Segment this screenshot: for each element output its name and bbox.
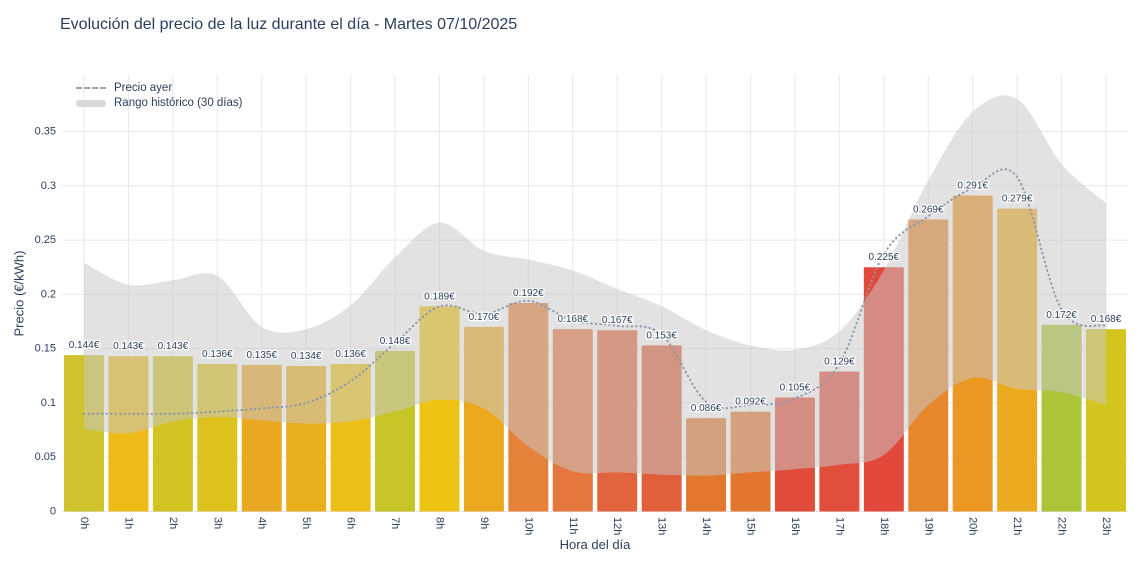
x-tick-label-18h: 18h xyxy=(878,517,890,535)
chart-title: Evolución del precio de la luz durante e… xyxy=(60,16,518,33)
bar-value-label: 0.279€ xyxy=(1002,194,1033,205)
x-tick-label-0h: 0h xyxy=(78,517,90,529)
x-tick-label-3h: 3h xyxy=(211,517,223,529)
x-tick-label-22h: 22h xyxy=(1056,517,1068,535)
bar-value-label: 0.136€ xyxy=(202,349,233,360)
bar-value-label: 0.167€ xyxy=(602,315,633,326)
x-tick-label-16h: 16h xyxy=(789,517,801,535)
x-tick-label-15h: 15h xyxy=(745,517,757,535)
y-tick-label-0.15: 0.15 xyxy=(35,343,56,355)
x-axis-title: Hora del día xyxy=(559,537,631,552)
x-tick-label-10h: 10h xyxy=(522,517,534,535)
y-tick-label-0: 0 xyxy=(50,506,56,518)
y-axis-title: Precio (€/kWh) xyxy=(11,250,27,337)
bar-value-label: 0.148€ xyxy=(380,336,411,347)
legend: Precio ayer Rango histórico (30 días) xyxy=(76,82,242,109)
x-tick-label-21h: 21h xyxy=(1011,517,1023,535)
bar-value-label: 0.168€ xyxy=(1091,314,1122,325)
x-tick-label-13h: 13h xyxy=(656,517,668,535)
y-tick-label-0.2: 0.2 xyxy=(41,288,56,300)
bar-value-label: 0.153€ xyxy=(646,330,677,341)
bar-value-label: 0.092€ xyxy=(735,397,766,408)
y-tick-label-0.3: 0.3 xyxy=(41,180,56,192)
x-tick-label-4h: 4h xyxy=(256,517,268,529)
dashed-line-swatch-icon xyxy=(76,87,106,89)
x-tick-label-5h: 5h xyxy=(300,517,312,529)
x-tick-label-1h: 1h xyxy=(122,517,134,529)
x-tick-label-9h: 9h xyxy=(478,517,490,529)
x-tick-label-19h: 19h xyxy=(922,517,934,535)
x-tick-label-6h: 6h xyxy=(345,517,357,529)
bar-value-label: 0.269€ xyxy=(913,204,944,215)
bar-value-label: 0.291€ xyxy=(957,181,988,192)
x-tick-label-23h: 23h xyxy=(1100,517,1112,535)
y-tick-label-0.05: 0.05 xyxy=(35,451,56,463)
legend-item-rango-historico[interactable]: Rango histórico (30 días) xyxy=(76,97,242,109)
bar-value-label: 0.135€ xyxy=(246,350,277,361)
x-tick-label-20h: 20h xyxy=(967,517,979,535)
bar-value-label: 0.225€ xyxy=(869,252,900,263)
x-tick-label-14h: 14h xyxy=(700,517,712,535)
bar-value-label: 0.105€ xyxy=(780,383,811,394)
x-tick-label-7h: 7h xyxy=(389,517,401,529)
bar-value-label: 0.143€ xyxy=(158,341,189,352)
bar-value-label: 0.129€ xyxy=(824,356,855,367)
y-tick-label-0.35: 0.35 xyxy=(35,126,56,138)
bar-value-label: 0.134€ xyxy=(291,351,322,362)
bar-value-label: 0.168€ xyxy=(557,314,588,325)
bar-value-label: 0.136€ xyxy=(335,349,366,360)
legend-label: Rango histórico (30 días) xyxy=(114,97,243,109)
historic-range-band xyxy=(84,95,1107,476)
bar-value-label: 0.144€ xyxy=(69,340,100,351)
bar-value-label: 0.170€ xyxy=(469,312,500,323)
x-tick-label-17h: 17h xyxy=(833,517,845,535)
y-tick-label-0.25: 0.25 xyxy=(35,234,56,246)
bar-value-label: 0.086€ xyxy=(691,403,722,414)
bar-value-label: 0.172€ xyxy=(1046,310,1077,321)
legend-item-precio-ayer[interactable]: Precio ayer xyxy=(76,82,242,94)
x-tick-label-11h: 11h xyxy=(567,517,579,535)
y-tick-label-0.1: 0.1 xyxy=(41,397,56,409)
legend-label: Precio ayer xyxy=(114,82,173,94)
x-tick-label-12h: 12h xyxy=(611,517,623,535)
x-tick-label-8h: 8h xyxy=(433,517,445,529)
band-swatch-icon xyxy=(76,99,106,107)
x-tick-label-2h: 2h xyxy=(167,517,179,529)
bar-value-label: 0.143€ xyxy=(113,341,144,352)
bar-value-label: 0.192€ xyxy=(513,288,544,299)
bar-value-label: 0.189€ xyxy=(424,291,455,302)
